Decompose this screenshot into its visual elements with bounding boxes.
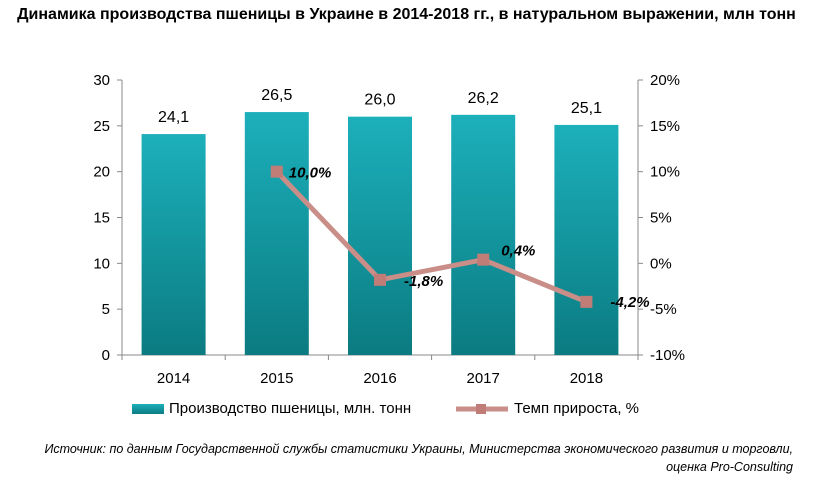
x-tick-label: 2016 — [363, 370, 396, 387]
legend-item-production: Производство пшеницы, млн. тонн — [132, 400, 411, 417]
y-tick-label-right: 20% — [650, 72, 680, 89]
chart-title: Динамика производства пшеницы в Украине … — [17, 6, 796, 23]
legend-label-growth: Темп прироста, % — [514, 400, 640, 417]
x-tick-label: 2014 — [157, 370, 190, 387]
source-note: Источник: по данным Государственной служ… — [44, 442, 793, 474]
y-tick-label-left: 25 — [93, 118, 110, 135]
x-tick-label: 2015 — [260, 370, 293, 387]
bar — [348, 116, 412, 356]
bar — [451, 114, 516, 355]
y-tick-label-right: 0% — [650, 255, 672, 272]
bar — [141, 134, 206, 355]
growth-line-series — [270, 165, 593, 308]
y-tick-label-left: 30 — [93, 72, 110, 89]
growth-line — [274, 169, 588, 305]
growth-marker — [374, 273, 386, 286]
legend-label-production: Производство пшеницы, млн. тонн — [169, 400, 412, 417]
y-tick-label-right: -5% — [650, 301, 677, 318]
y-tick-label-right: 5% — [650, 210, 672, 227]
y-tick-label-left: 20 — [93, 164, 110, 181]
x-tick-label: 2018 — [570, 370, 603, 387]
growth-value-label: -4,2% — [610, 294, 649, 311]
bar-value-label: 26,2 — [468, 90, 499, 107]
bar-series — [141, 112, 619, 356]
axes: 0 5 10 15 20 25 30 -10% -5% 0% 5% 10% 15% 20% 2014 2015… — [93, 72, 685, 387]
y-tick-label-right: -10% — [650, 347, 685, 364]
bar-value-label: 25,1 — [571, 100, 602, 117]
data-labels: 24,1 26,5 26,0 26,2 25,1 10,0% -1,8% 0,4% -4,2% — [158, 87, 650, 311]
growth-value-label: 0,4% — [501, 243, 535, 260]
growth-marker — [477, 253, 490, 266]
bar-value-label: 24,1 — [158, 109, 189, 126]
growth-value-label: 10,0% — [289, 165, 332, 182]
bar — [244, 112, 309, 355]
y-tick-label-left: 0 — [102, 347, 110, 364]
growth-marker — [580, 295, 593, 308]
y-tick-label-right: 15% — [650, 118, 680, 135]
growth-value-label: -1,8% — [404, 273, 443, 290]
legend-item-growth: Темп прироста, % — [456, 400, 639, 417]
y-tick-label-left: 10 — [93, 255, 110, 272]
y-tick-label-left: 5 — [102, 301, 110, 318]
bar-value-label: 26,5 — [261, 87, 292, 104]
y-tick-label-left: 15 — [93, 210, 110, 227]
legend-swatch-bar — [132, 403, 164, 414]
y-tick-label-right: 10% — [650, 164, 680, 181]
legend-swatch-line — [456, 403, 508, 414]
growth-marker — [270, 165, 283, 178]
bar — [554, 124, 619, 356]
x-tick-label: 2017 — [467, 370, 500, 387]
bar-value-label: 26,0 — [364, 92, 395, 109]
